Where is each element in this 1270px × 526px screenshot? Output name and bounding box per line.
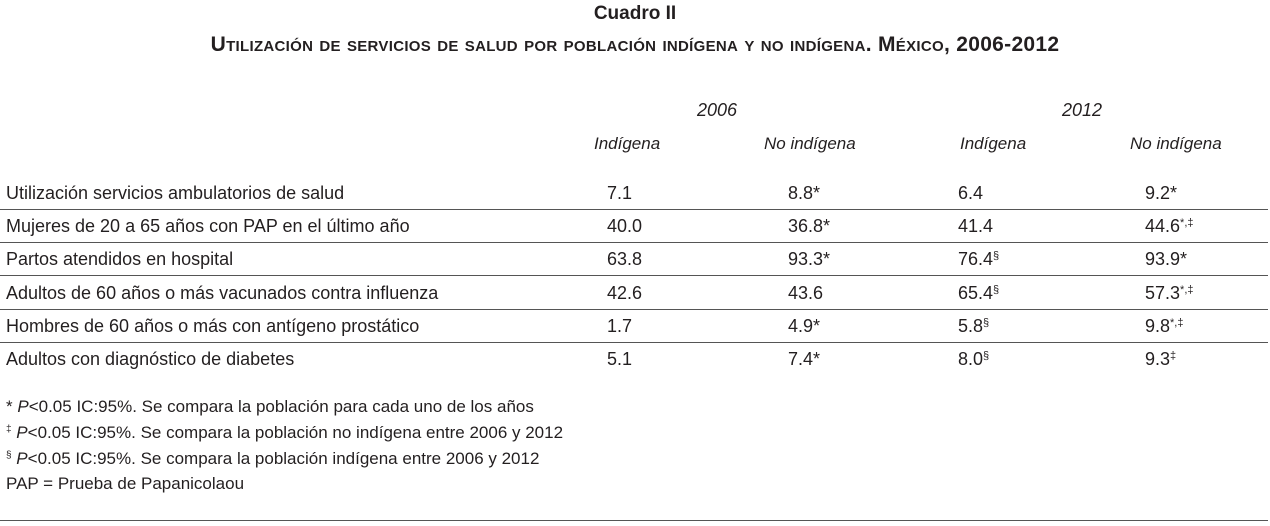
cell-value: 6.4 [958, 183, 984, 203]
row-label: Mujeres de 20 a 65 años con PAP en el úl… [6, 216, 410, 236]
year-header-2006: 2006 [697, 100, 738, 120]
table-title: Utilización de servicios de salud por po… [210, 33, 1060, 56]
footnote-marker: § [6, 450, 12, 461]
table-cell: 1.7 [607, 316, 632, 337]
table-cell: 43.6 [788, 283, 823, 304]
footnote: ‡ P<0.05 IC:95%. Se compara la población… [6, 423, 563, 443]
footnote-text: <0.05 IC:95%. Se compara la población no… [27, 423, 564, 442]
table-cell: 7.1 [607, 183, 632, 204]
footnote: § P<0.05 IC:95%. Se compara la población… [6, 449, 539, 469]
cell-value: 65.4 [958, 283, 994, 303]
column-header-no-indigena-2006: No indígena [764, 134, 856, 153]
table-row: Hombres de 60 años o más con antígeno pr… [0, 309, 1268, 343]
cell-value: 9.2* [1145, 183, 1178, 203]
cell-value: 36.8* [788, 216, 831, 236]
cell-significance-marker: § [993, 250, 1000, 262]
cell-significance-marker: *,‡ [1180, 284, 1194, 296]
cell-value: 7.1 [607, 183, 633, 203]
table-cell: 8.0§ [958, 349, 989, 370]
table-cell: 5.1 [607, 349, 632, 370]
cell-value: 43.6 [788, 283, 824, 303]
cell-value: 9.3 [1145, 349, 1171, 369]
table-cell: 65.4§ [958, 283, 999, 304]
cell-value: 8.8* [788, 183, 821, 203]
table-cell: 42.6 [607, 283, 642, 304]
table-cell: 6.4 [958, 183, 983, 204]
table-cell: 9.3‡ [1145, 349, 1176, 370]
cell-value: 9.8 [1145, 316, 1171, 336]
table-row: Utilización servicios ambulatorios de sa… [0, 176, 1268, 210]
table-cell: 93.9* [1145, 249, 1187, 270]
cell-value: 57.3 [1145, 283, 1181, 303]
footnote-marker: ‡ [6, 424, 12, 435]
cell-significance-marker: *,‡ [1170, 317, 1184, 329]
footnote-marker: * [6, 397, 13, 416]
footnote-p-symbol: P [17, 397, 29, 416]
column-header-indigena-2006: Indígena [594, 134, 661, 153]
row-label: Adultos con diagnóstico de diabetes [6, 349, 295, 369]
footnote-text: <0.05 IC:95%. Se compara la población pa… [28, 397, 534, 416]
footnote-text: PAP = Prueba de Papanicolaou [6, 474, 245, 493]
table-row: Adultos de 60 años o más vacunados contr… [0, 276, 1268, 310]
table-row: Mujeres de 20 a 65 años con PAP en el úl… [0, 209, 1268, 243]
row-label: Adultos de 60 años o más vacunados contr… [6, 283, 439, 303]
table-cell: 93.3* [788, 249, 830, 270]
footnote-p-symbol: P [16, 423, 28, 442]
cell-significance-marker: § [983, 317, 990, 329]
cell-value: 7.4* [788, 349, 821, 369]
cell-value: 76.4 [958, 249, 994, 269]
cell-significance-marker: *,‡ [1180, 217, 1194, 229]
cell-significance-marker: ‡ [1170, 350, 1177, 362]
table-cell: 9.8*,‡ [1145, 316, 1184, 337]
row-label: Partos atendidos en hospital [6, 249, 234, 269]
cell-value: 1.7 [607, 316, 633, 336]
cell-value: 8.0 [958, 349, 984, 369]
table-cell: 40.0 [607, 216, 642, 237]
footnote: * P<0.05 IC:95%. Se compara la población… [6, 397, 534, 417]
cell-value: 5.8 [958, 316, 984, 336]
table-cell: 5.8§ [958, 316, 989, 337]
column-header-indigena-2012: Indígena [960, 134, 1027, 153]
footnote-p-symbol: P [16, 449, 28, 468]
year-header-2012: 2012 [1062, 100, 1103, 120]
table-cell: 9.2* [1145, 183, 1177, 204]
cell-value: 41.4 [958, 216, 994, 236]
table-cell: 36.8* [788, 216, 830, 237]
table-row: Partos atendidos en hospital 63.8 93.3* 76.… [0, 242, 1268, 276]
table-cell: 44.6*,‡ [1145, 216, 1194, 237]
table-cell: 7.4* [788, 349, 820, 370]
table-caption: Cuadro II [593, 3, 677, 24]
cell-value: 93.9* [1145, 249, 1188, 269]
bottom-rule [0, 520, 1268, 521]
cell-significance-marker: § [993, 284, 1000, 296]
table-cell: 8.8* [788, 183, 820, 204]
cell-value: 44.6 [1145, 216, 1181, 236]
cell-value: 4.9* [788, 316, 821, 336]
cell-value: 63.8 [607, 249, 643, 269]
column-header-no-indigena-2012: No indígena [1130, 134, 1222, 153]
cell-value: 5.1 [607, 349, 633, 369]
table-cell: 4.9* [788, 316, 820, 337]
footnote-text: <0.05 IC:95%. Se compara la población in… [27, 449, 540, 468]
cell-value: 42.6 [607, 283, 643, 303]
row-label: Hombres de 60 años o más con antígeno pr… [6, 316, 420, 336]
cell-value: 40.0 [607, 216, 643, 236]
table-row: Adultos con diagnóstico de diabetes 5.1 7.… [0, 342, 1268, 375]
table-cell: 76.4§ [958, 249, 999, 270]
footnote: PAP = Prueba de Papanicolaou [6, 474, 244, 494]
row-label: Utilización servicios ambulatorios de sa… [6, 183, 345, 203]
table-cell: 41.4 [958, 216, 993, 237]
cell-value: 93.3* [788, 249, 831, 269]
table-cell: 57.3*,‡ [1145, 283, 1194, 304]
table-cell: 63.8 [607, 249, 642, 270]
cell-significance-marker: § [983, 350, 990, 362]
